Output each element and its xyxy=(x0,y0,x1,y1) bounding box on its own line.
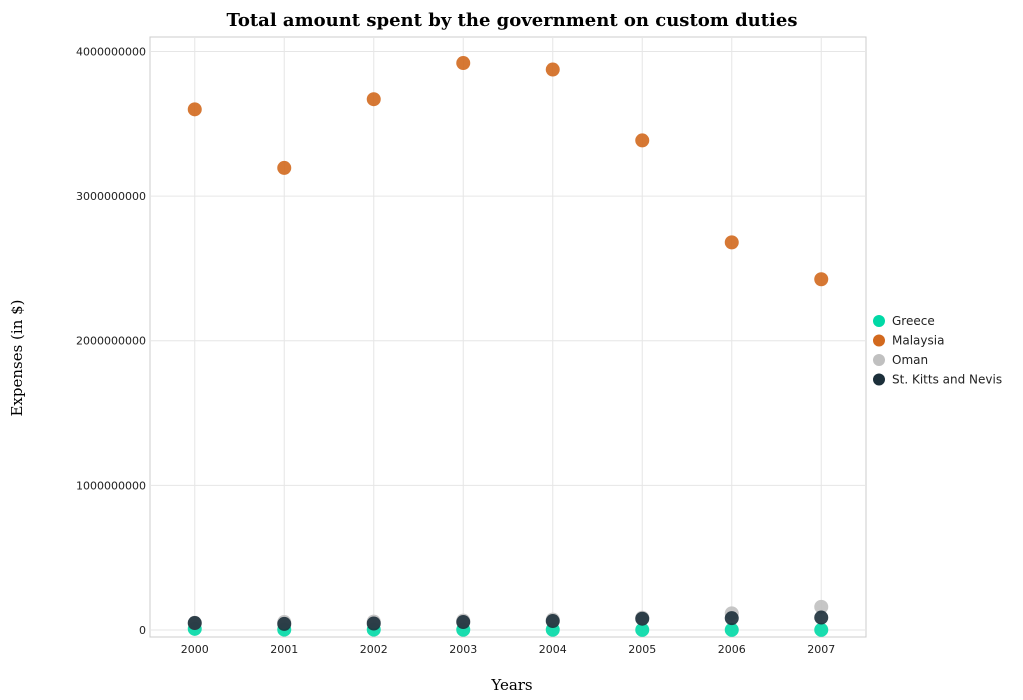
plot-area: 0 1000000000 2000000000 3000000000 400000000… xyxy=(76,37,866,656)
x-tick-label: 2001 xyxy=(270,643,298,656)
legend-marker xyxy=(873,315,885,327)
y-tick-label: 1000000000 xyxy=(76,479,146,492)
legend-marker xyxy=(873,374,885,386)
data-point xyxy=(725,611,739,625)
x-tick-label: 2007 xyxy=(807,643,835,656)
data-point xyxy=(546,63,560,77)
y-tick-label: 3000000000 xyxy=(76,190,146,203)
x-tick-label: 2006 xyxy=(718,643,746,656)
y-tick-label: 2000000000 xyxy=(76,335,146,348)
data-point xyxy=(635,612,649,626)
data-point xyxy=(456,56,470,70)
data-point xyxy=(456,615,470,629)
x-tick-label: 2005 xyxy=(628,643,656,656)
x-tick-label: 2000 xyxy=(181,643,209,656)
legend-marker xyxy=(873,354,885,366)
y-axis-ticks: 0 1000000000 2000000000 3000000000 400000000… xyxy=(76,45,146,637)
data-point xyxy=(814,272,828,286)
data-point xyxy=(814,611,828,625)
data-point xyxy=(188,102,202,116)
data-point xyxy=(546,614,560,628)
data-point xyxy=(277,617,291,631)
legend-label: Greece xyxy=(892,314,935,328)
data-point xyxy=(814,623,828,637)
legend: Greece Malaysia Oman St. Kitts and Nevis xyxy=(873,314,1002,387)
data-point xyxy=(367,92,381,106)
data-point xyxy=(367,616,381,630)
legend-label: Malaysia xyxy=(892,334,944,348)
data-point xyxy=(188,616,202,630)
data-point xyxy=(635,133,649,147)
data-point xyxy=(725,235,739,249)
y-axis-title: Expenses (in $) xyxy=(8,299,26,416)
x-tick-label: 2002 xyxy=(360,643,388,656)
y-tick-label: 0 xyxy=(139,624,146,637)
x-axis-ticks: 2000 2001 2002 2003 2004 2005 2006 2007 xyxy=(181,643,836,656)
x-tick-label: 2003 xyxy=(449,643,477,656)
x-axis-title: Years xyxy=(490,676,532,694)
legend-label: St. Kitts and Nevis xyxy=(892,373,1002,387)
legend-label: Oman xyxy=(892,353,928,367)
y-tick-label: 4000000000 xyxy=(76,45,146,58)
legend-marker xyxy=(873,335,885,347)
data-point xyxy=(277,161,291,175)
x-tick-label: 2004 xyxy=(539,643,567,656)
chart-title: Total amount spent by the government on … xyxy=(227,10,798,31)
